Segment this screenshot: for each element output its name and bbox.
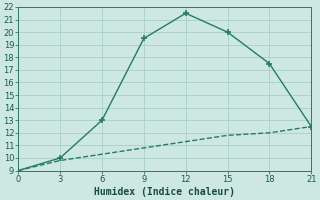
X-axis label: Humidex (Indice chaleur): Humidex (Indice chaleur) — [94, 186, 235, 197]
